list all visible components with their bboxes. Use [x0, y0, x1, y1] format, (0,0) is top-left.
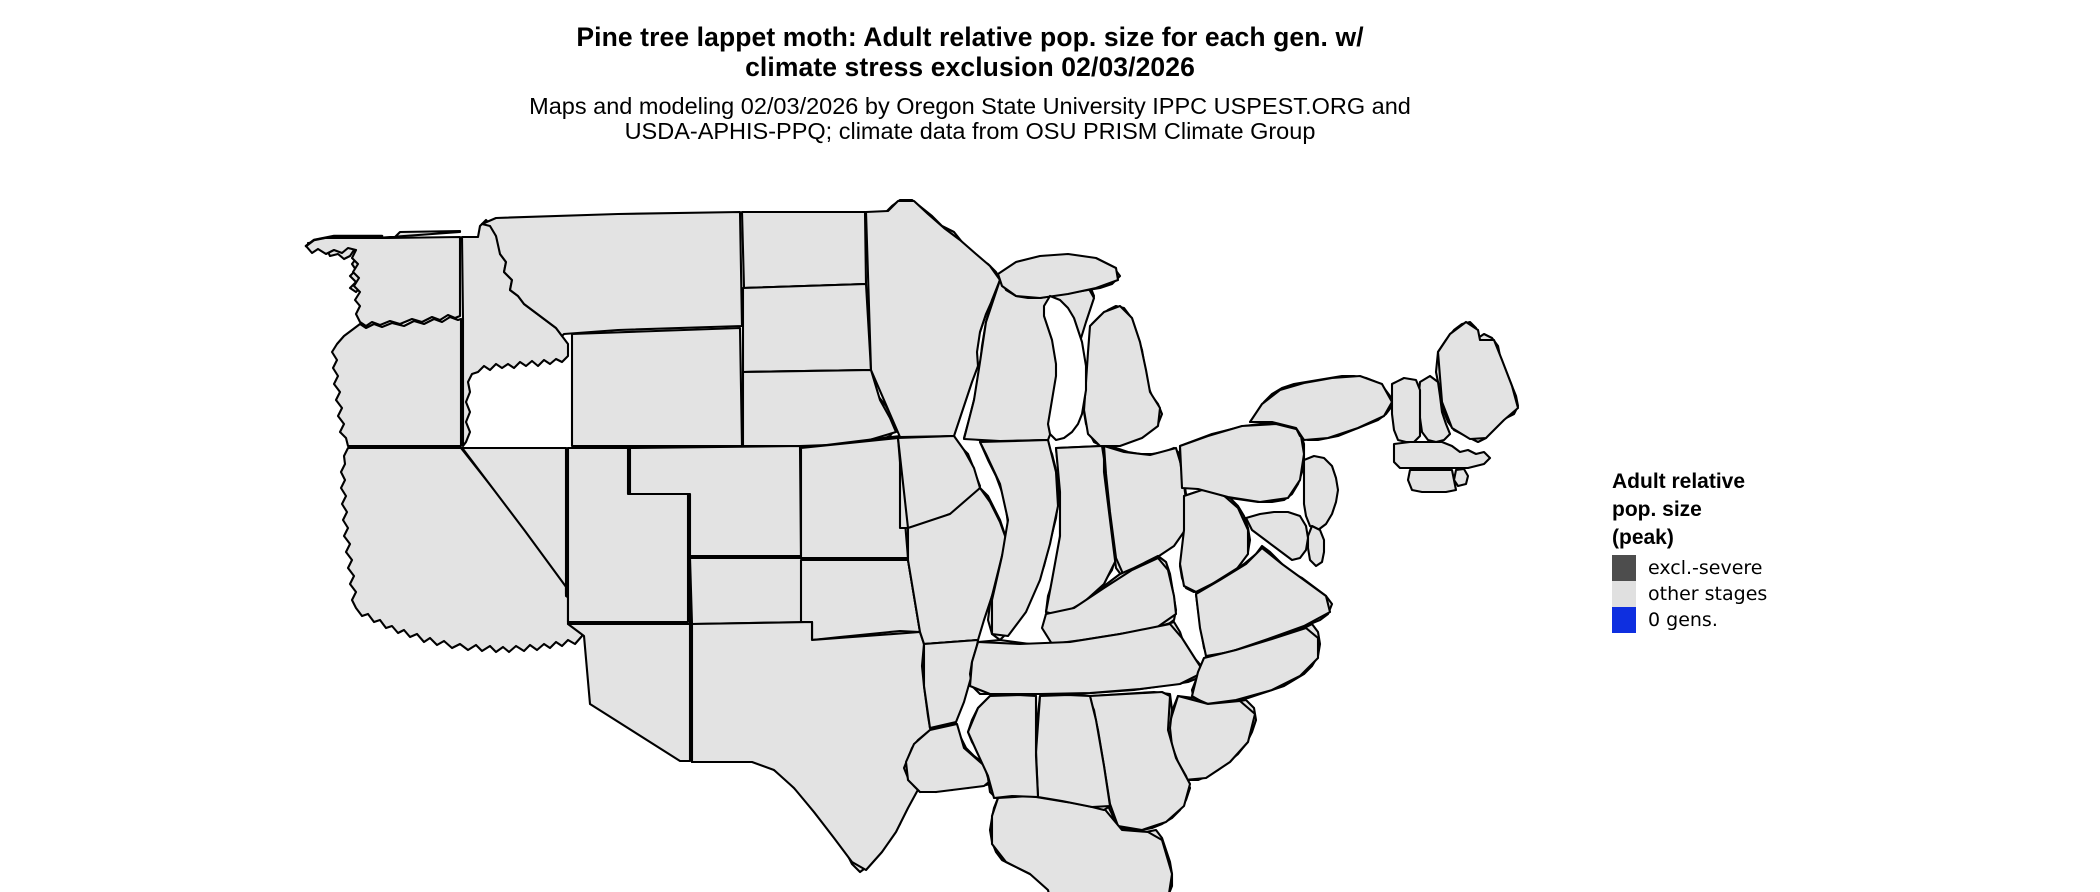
- state-wyoming: [570, 326, 744, 448]
- state-louisiana-b: [904, 722, 998, 794]
- us-map-svg: [304, 198, 1520, 892]
- state-florida-b: [990, 794, 1174, 892]
- state-delaware: [1306, 524, 1326, 568]
- legend-item-other-stages[interactable]: other stages: [1612, 581, 1942, 607]
- legend-label-zero-gens: 0 gens.: [1648, 609, 1718, 631]
- legend-item-zero-gens[interactable]: 0 gens.: [1612, 607, 1942, 633]
- state-north-dakota: [740, 210, 868, 290]
- legend-title-line-3: (peak): [1612, 526, 1674, 549]
- state-virginia-b: [1194, 546, 1332, 658]
- page-subtitle-line-1: Maps and modeling 02/03/2026 by Oregon S…: [529, 93, 1411, 119]
- title-block: Pine tree lappet moth: Adult relative po…: [0, 22, 1940, 144]
- page-title: Pine tree lappet moth: Adult relative po…: [0, 22, 1940, 82]
- state-oklahoma-b: [799, 558, 922, 642]
- state-mississippi-b: [966, 693, 1040, 800]
- state-kansas-b: [799, 436, 910, 560]
- state-california: [339, 446, 584, 654]
- map-legend: Adult relative pop. size (peak) excl.-seve…: [1612, 468, 1942, 633]
- state-new-jersey: [1302, 454, 1340, 532]
- legend-label-other-stages: other stages: [1648, 583, 1768, 605]
- page-title-line-2: climate stress exclusion 02/03/2026: [745, 52, 1195, 82]
- state-massachusetts: [1392, 440, 1492, 470]
- state-north-carolina-b: [1190, 626, 1320, 706]
- legend-title-line-2: pop. size: [1612, 498, 1702, 521]
- state-maryland: [1244, 510, 1310, 562]
- legend-swatch-other-stages: [1612, 581, 1636, 607]
- state-rhode-island: [1452, 467, 1470, 488]
- state-michigan-up-b: [996, 252, 1120, 300]
- state-oregon: [330, 315, 463, 448]
- state-vermont: [1390, 376, 1422, 444]
- us-national-outline: [304, 234, 384, 248]
- state-nebraska-b: [741, 368, 898, 448]
- legend-label-excl-severe: excl.-severe: [1648, 557, 1763, 579]
- state-arizona: [566, 622, 692, 763]
- state-connecticut: [1406, 468, 1458, 494]
- legend-swatch-zero-gens: [1612, 607, 1636, 633]
- state-south-dakota-b: [741, 282, 873, 374]
- us-map: [300, 196, 1620, 892]
- page-subtitle: Maps and modeling 02/03/2026 by Oregon S…: [0, 94, 1940, 144]
- legend-swatch-excl-severe: [1612, 555, 1636, 581]
- state-montana: [480, 210, 744, 338]
- state-michigan-lower-b: [1082, 304, 1162, 448]
- lake-michigan: [1042, 294, 1088, 442]
- state-ohio-b: [1102, 444, 1190, 578]
- state-pennsylvania-b: [1178, 422, 1306, 504]
- page-title-line-1: Pine tree lappet moth: Adult relative po…: [576, 22, 1364, 52]
- legend-items: excl.-severe other stages 0 gens.: [1612, 555, 1942, 633]
- state-tennessee-b: [968, 622, 1206, 696]
- state-maine-b: [1436, 320, 1520, 441]
- legend-title: Adult relative pop. size (peak): [1612, 468, 1942, 552]
- page-subtitle-line-2: USDA-APHIS-PPQ; climate data from OSU PR…: [624, 118, 1316, 144]
- legend-item-excl-severe[interactable]: excl.-severe: [1612, 555, 1942, 581]
- legend-title-line-1: Adult relative: [1612, 470, 1746, 493]
- state-illinois-b: [978, 438, 1060, 638]
- state-washington-main: [304, 235, 462, 328]
